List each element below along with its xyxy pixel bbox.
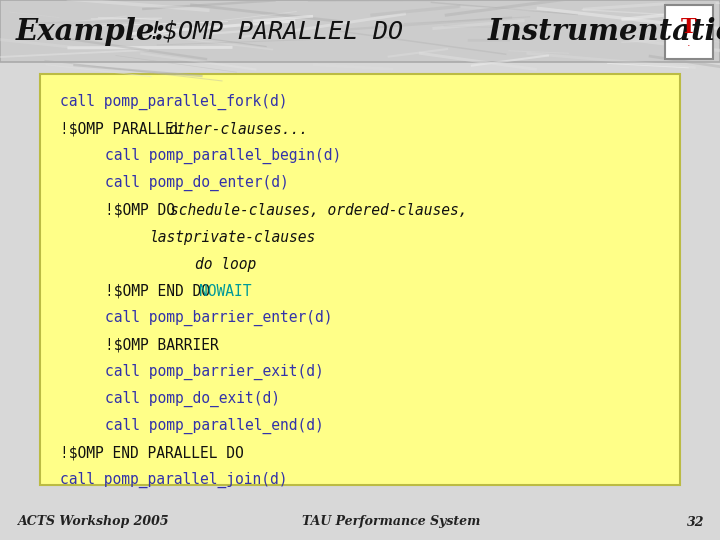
- Text: call pomp_parallel_end(d): call pomp_parallel_end(d): [105, 418, 324, 434]
- Text: other-clauses...: other-clauses...: [168, 122, 308, 137]
- Text: !$OMP END DO: !$OMP END DO: [105, 284, 219, 299]
- Text: !$OMP DO: !$OMP DO: [105, 202, 184, 218]
- Text: TAU Performance System: TAU Performance System: [302, 516, 481, 529]
- Text: schedule-clauses, ordered-clauses,: schedule-clauses, ordered-clauses,: [170, 202, 467, 218]
- Text: call pomp_barrier_exit(d): call pomp_barrier_exit(d): [105, 364, 324, 380]
- Text: call pomp_parallel_fork(d): call pomp_parallel_fork(d): [60, 94, 287, 110]
- Text: call pomp_parallel_join(d): call pomp_parallel_join(d): [60, 472, 287, 488]
- Text: lastprivate-clauses: lastprivate-clauses: [150, 230, 316, 245]
- Text: !$OMP PARALLEL: !$OMP PARALLEL: [60, 122, 192, 137]
- Text: ACTS Workshop 2005: ACTS Workshop 2005: [18, 516, 170, 529]
- Text: 32: 32: [686, 516, 704, 529]
- Text: T: T: [681, 17, 697, 37]
- Text: call pomp_do_exit(d): call pomp_do_exit(d): [105, 391, 280, 407]
- Text: call pomp_barrier_enter(d): call pomp_barrier_enter(d): [105, 310, 333, 326]
- Text: Instrumentation: Instrumentation: [488, 17, 720, 45]
- Text: ·: ·: [687, 40, 690, 51]
- Bar: [40, 74, 680, 485]
- Text: Example:: Example:: [16, 17, 166, 45]
- Text: call pomp_parallel_begin(d): call pomp_parallel_begin(d): [105, 148, 341, 164]
- Text: NOWAIT: NOWAIT: [199, 284, 251, 299]
- Text: call pomp_do_enter(d): call pomp_do_enter(d): [105, 175, 289, 191]
- Text: !$OMP BARRIER: !$OMP BARRIER: [105, 338, 219, 353]
- Text: !$OMP PARALLEL DO: !$OMP PARALLEL DO: [148, 19, 403, 43]
- Bar: [665, 5, 713, 59]
- Text: do loop: do loop: [195, 256, 256, 272]
- Bar: [0, 0, 720, 62]
- Text: !$OMP END PARALLEL DO: !$OMP END PARALLEL DO: [60, 446, 244, 461]
